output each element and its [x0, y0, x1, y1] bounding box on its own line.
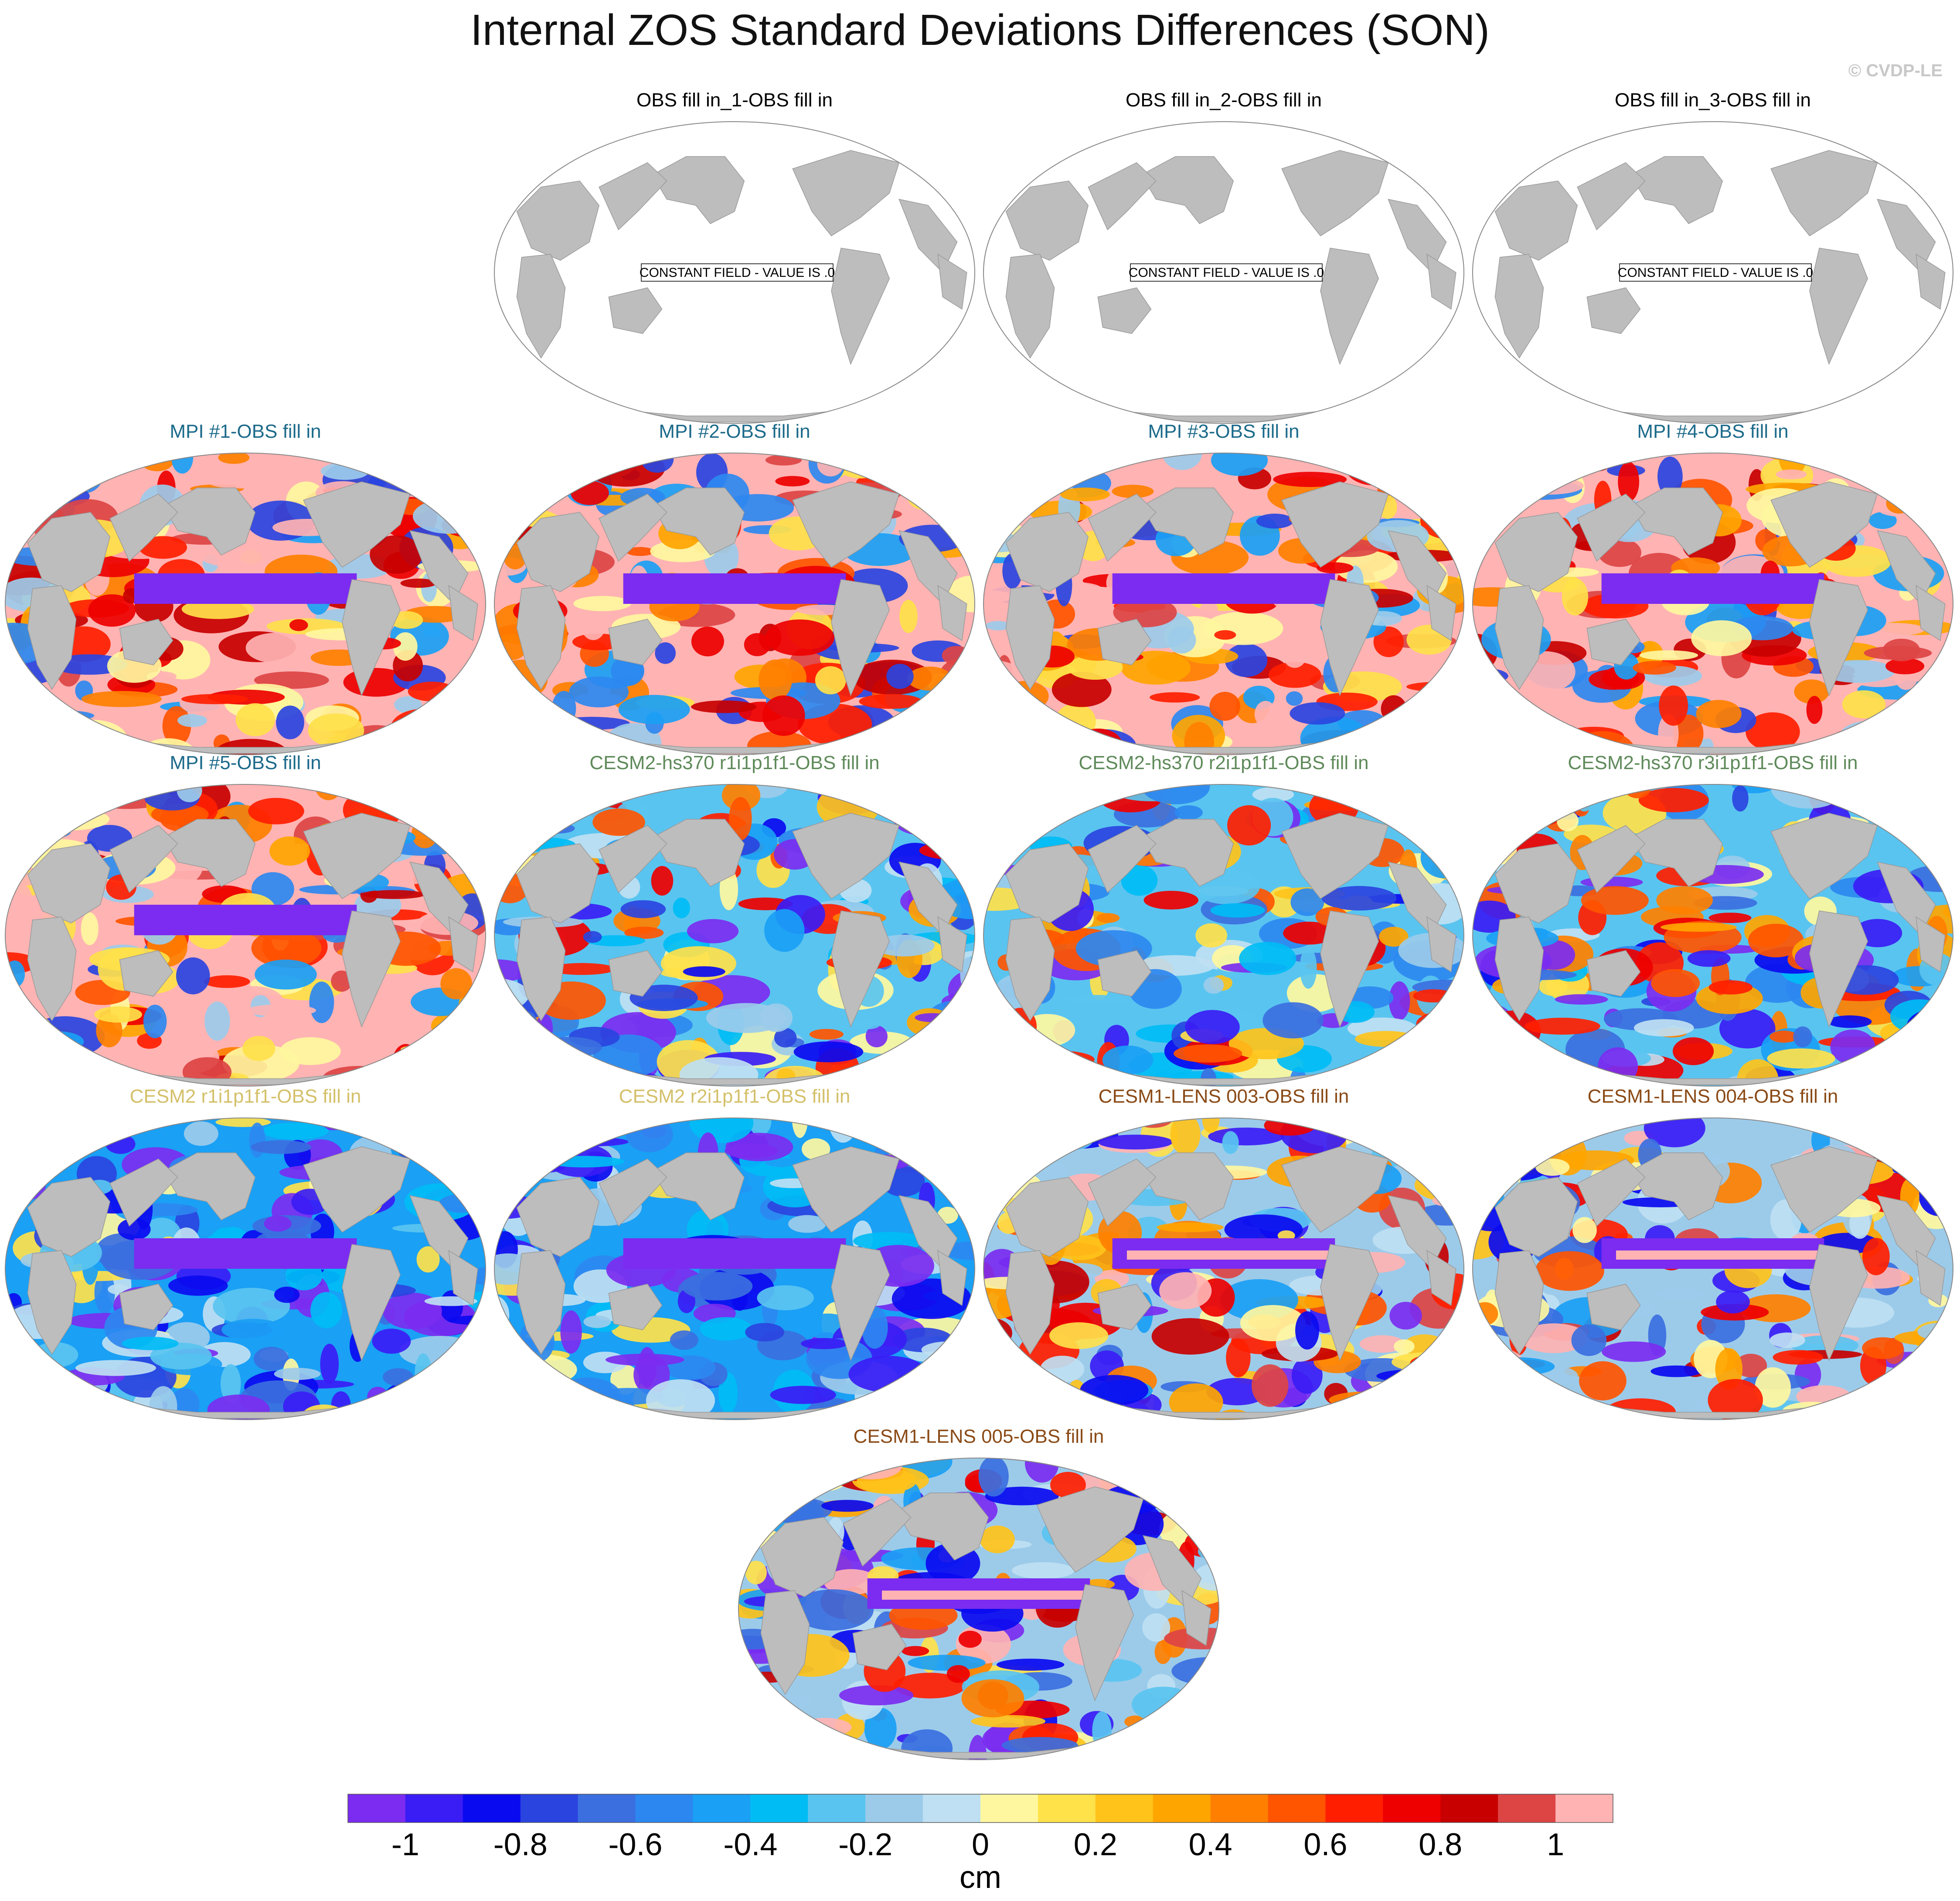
panel-title: CESM1-LENS 005-OBS fill in — [853, 1426, 1104, 1447]
colorbar-tick-label: -0.8 — [493, 1827, 548, 1862]
colorbar-box — [635, 1794, 693, 1823]
colorbar-box — [520, 1794, 578, 1823]
colorbar-box — [808, 1794, 866, 1823]
colorbar-tick-label: -0.4 — [723, 1827, 777, 1862]
colorbar-box — [405, 1794, 463, 1823]
world-map — [1472, 1117, 1953, 1420]
colorbar-box — [348, 1794, 406, 1823]
world-map — [1472, 784, 1953, 1087]
colorbar-tick-label: -0.2 — [838, 1827, 892, 1862]
world-map: CONSTANT FIELD - VALUE IS .0 — [983, 121, 1464, 424]
colorbar-tick-label: -0.6 — [609, 1827, 663, 1862]
colorbar-box — [1095, 1794, 1154, 1823]
panel-title: CESM2 r2i1p1f1-OBS fill in — [619, 1086, 851, 1107]
colorbar-box — [750, 1794, 808, 1823]
world-map — [5, 453, 486, 755]
colorbar-box — [1210, 1794, 1269, 1823]
world-map — [5, 784, 486, 1087]
world-map — [983, 784, 1464, 1087]
colorbar-tick-label: 0.2 — [1074, 1827, 1117, 1862]
panel-title: OBS fill in_2-OBS fill in — [1126, 89, 1322, 111]
colorbar-box — [1153, 1794, 1211, 1823]
panel-title: MPI #1-OBS fill in — [170, 421, 321, 442]
colorbar-tick-label: 1 — [1547, 1827, 1564, 1862]
panel-title: OBS fill in_3-OBS fill in — [1615, 89, 1811, 111]
page-title: Internal ZOS Standard Deviations Differe… — [470, 6, 1490, 55]
panel-title: MPI #3-OBS fill in — [1148, 421, 1300, 442]
panel-title: CESM2-hs370 r3i1p1f1-OBS fill in — [1568, 752, 1858, 773]
constant-field-label: CONSTANT FIELD - VALUE IS .0 — [1618, 266, 1813, 280]
colorbar-tick-label: 0.6 — [1303, 1827, 1347, 1862]
colorbar-box — [865, 1794, 923, 1823]
colorbar-box — [1038, 1794, 1096, 1823]
world-map — [983, 1117, 1464, 1420]
panel-title: CESM1-LENS 003-OBS fill in — [1098, 1086, 1349, 1107]
world-map — [1472, 453, 1953, 755]
world-map — [983, 453, 1464, 755]
panel-title: CESM1-LENS 004-OBS fill in — [1587, 1086, 1838, 1107]
colorbar-box — [1325, 1794, 1383, 1823]
map-panels-grid: OBS fill in_1-OBS fill in CONSTANT FIELD … — [5, 89, 1953, 1760]
panel-title: CESM2-hs370 r1i1p1f1-OBS fill in — [589, 752, 880, 773]
panel-title: MPI #5-OBS fill in — [170, 752, 321, 773]
colorbar-box — [1268, 1794, 1326, 1823]
world-map — [738, 1458, 1219, 1760]
colorbar-box — [693, 1794, 751, 1823]
panel-title: OBS fill in_1-OBS fill in — [636, 89, 833, 111]
world-map — [5, 1117, 486, 1420]
constant-field-label: CONSTANT FIELD - VALUE IS .0 — [640, 266, 835, 280]
colorbar-box — [578, 1794, 636, 1823]
colorbar-box — [1440, 1794, 1498, 1823]
colorbar-tick-label: 0.4 — [1189, 1827, 1232, 1862]
colorbar-box — [1498, 1794, 1556, 1823]
colorbar-box — [923, 1794, 981, 1823]
colorbar-units: cm — [960, 1860, 1001, 1895]
constant-field-label: CONSTANT FIELD - VALUE IS .0 — [1129, 266, 1324, 280]
colorbar-box — [1383, 1794, 1441, 1823]
colorbar-tick-label: 0 — [972, 1827, 989, 1862]
credit-label: © CVDP-LE — [1848, 61, 1943, 80]
panel-title: MPI #2-OBS fill in — [659, 421, 810, 442]
world-map: CONSTANT FIELD - VALUE IS .0 — [1472, 121, 1953, 424]
colorbar-tick-label: 0.8 — [1419, 1827, 1462, 1862]
colorbar-box — [980, 1794, 1038, 1823]
colorbar-box — [1555, 1794, 1613, 1823]
colorbar-tick-label: -1 — [391, 1827, 419, 1862]
colorbar-box — [463, 1794, 521, 1823]
panel-title: CESM2 r1i1p1f1-OBS fill in — [129, 1086, 361, 1107]
panel-title: MPI #4-OBS fill in — [1637, 421, 1789, 442]
world-map — [494, 784, 975, 1087]
panel-title: CESM2-hs370 r2i1p1f1-OBS fill in — [1079, 752, 1369, 773]
world-map: CONSTANT FIELD - VALUE IS .0 — [494, 121, 975, 424]
world-map — [494, 1117, 975, 1420]
colorbar: -1 -0.8 -0.6 -0.4 -0.2 0 0.2 0.4 0.6 0.8 1 cm — [347, 1794, 1613, 1895]
world-map — [494, 453, 975, 755]
